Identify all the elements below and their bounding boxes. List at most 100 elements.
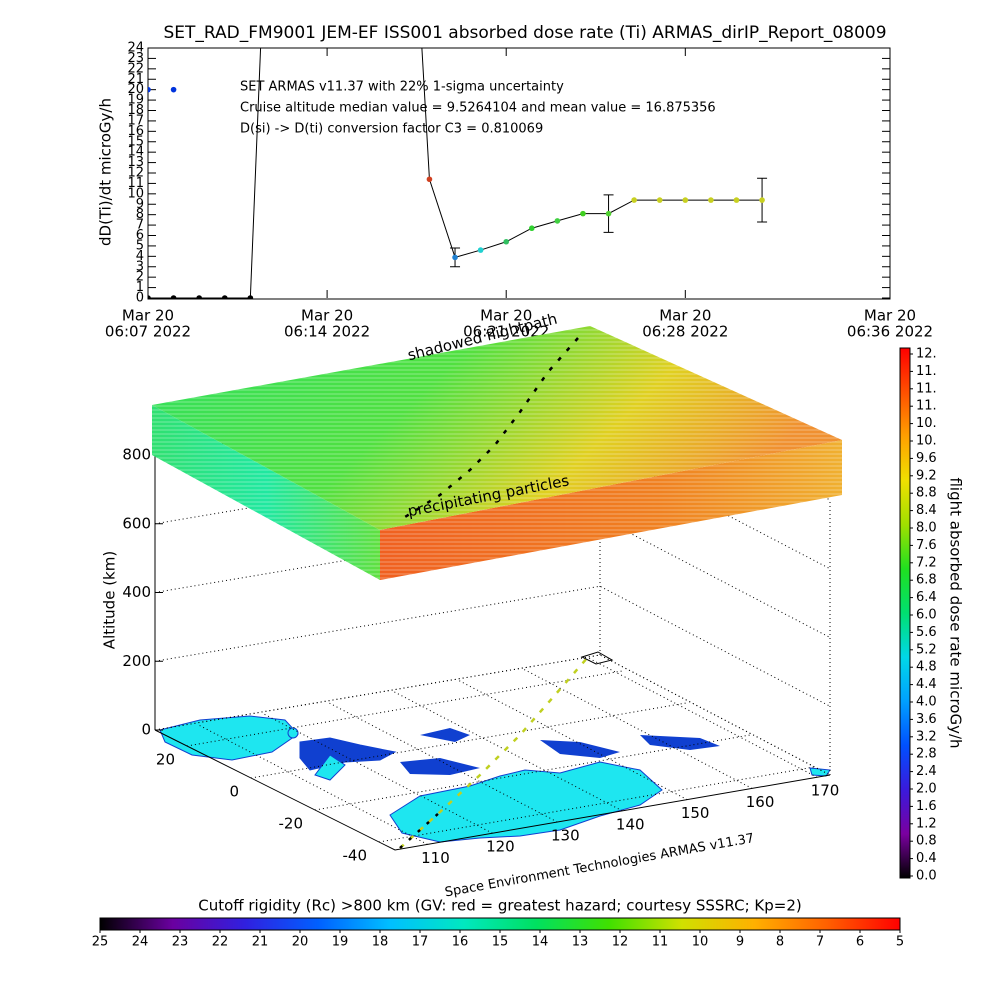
point <box>682 197 689 203</box>
grid-line <box>456 679 688 801</box>
colorbar-tick-label: 11. <box>916 399 937 414</box>
colorbar-tick-label: 5 <box>896 935 904 950</box>
colorbar-tick-label: 7.6 <box>916 538 937 553</box>
grid-line <box>154 516 831 638</box>
y-tick-label: 18 <box>127 103 144 118</box>
colorbar-tick-label: 16 <box>452 935 469 950</box>
lon-tick-label: 110 <box>421 849 450 867</box>
colorbar-tick-label: 23 <box>172 935 189 950</box>
z-axis-label: Altitude (km) <box>101 551 119 649</box>
z-tick-label: 400 <box>122 583 151 601</box>
point <box>708 197 714 203</box>
x-tick-label: Mar 20 <box>659 307 711 325</box>
point <box>528 225 535 232</box>
colorbar-tick-label: 4.8 <box>916 660 937 675</box>
lon-tick-label: 140 <box>616 815 645 833</box>
x-tick-label: 06:07 2022 <box>105 323 191 341</box>
colorbar-tick-label: 4.0 <box>916 695 937 710</box>
y-tick-label: 15 <box>127 134 144 149</box>
colorbar-tick-label: 8.4 <box>916 503 937 518</box>
colorbar-tick-label: 0.0 <box>916 869 937 884</box>
land <box>299 737 397 771</box>
y-tick-label: 24 <box>127 41 144 56</box>
land <box>314 754 346 781</box>
grid-line <box>521 667 753 789</box>
point <box>580 210 586 217</box>
colorbar-tick-label: 17 <box>412 935 429 950</box>
x-tick-label: Mar 20 <box>864 307 916 325</box>
chart-title: SET_RAD_FM9001 JEM-EF ISS001 absorbed do… <box>163 23 886 43</box>
grid-line <box>186 670 623 747</box>
point <box>170 86 177 93</box>
flight-path <box>399 651 614 849</box>
particle-layer: shadowed flightpath precipitating partic… <box>152 310 842 580</box>
plot-area <box>148 48 768 299</box>
land <box>420 728 470 742</box>
land <box>640 735 720 750</box>
colorbar-tick-label: 22 <box>212 935 229 950</box>
y-tick-label: 10 <box>127 186 144 201</box>
point <box>196 295 202 299</box>
flight-path-line <box>399 811 441 849</box>
point <box>170 295 177 299</box>
grid-line <box>197 723 428 845</box>
line-chart: 0123456789101112131415161718192021222324… <box>105 41 933 341</box>
colorbar-tick-label: 1.2 <box>916 816 937 831</box>
y-tick-label: 1 <box>136 280 144 295</box>
floor-plane <box>155 655 830 850</box>
z-tick-label: 200 <box>122 652 151 670</box>
grid-line <box>154 585 831 707</box>
colorbar-tick-label: 14 <box>532 935 549 950</box>
land <box>287 727 299 739</box>
y-tick-label: 0 <box>136 291 144 306</box>
point <box>477 247 484 253</box>
point <box>148 86 151 93</box>
point <box>554 218 561 224</box>
colorbar-tick-label: 0.8 <box>916 834 937 849</box>
annotation: SET ARMAS v11.37 with 22% 1-sigma uncert… <box>240 80 564 95</box>
colorbar <box>899 347 911 879</box>
point <box>656 197 663 203</box>
y-tick-label: 23 <box>127 51 144 66</box>
colorbar-tick-label: 3.2 <box>916 729 937 744</box>
x-tick-label: 06:28 2022 <box>642 323 728 341</box>
colorbar-tick-label: 2.8 <box>916 747 937 762</box>
colorbar-tick-label: 6 <box>856 935 864 950</box>
colorbar-tick-label: 12 <box>612 935 629 950</box>
colorbar-tick-label: 25 <box>92 935 109 950</box>
x-tick-label: 06:21 2022 <box>463 323 549 341</box>
floor <box>155 655 831 850</box>
annotation: Cruise altitude median value = 9.5264104… <box>240 101 716 116</box>
point <box>631 197 637 203</box>
colorbar-tick-label: 11. <box>916 381 937 396</box>
colorbar-tick-label: 21 <box>252 935 269 950</box>
grid-line <box>250 702 687 779</box>
colorbar-tick-label: 13 <box>572 935 589 950</box>
y-tick-label: 11 <box>127 176 144 191</box>
shadow-path <box>404 337 579 519</box>
point <box>733 197 740 203</box>
x-tick-label: Mar 20 <box>122 307 174 325</box>
y-tick-label: 6 <box>136 228 144 243</box>
y-tick-label: 9 <box>136 197 144 212</box>
x-tick-label: 06:14 2022 <box>284 323 370 341</box>
annotation: D(si) -> D(ti) conversion factor C3 = 0.… <box>240 122 543 137</box>
colorbar-tick-label: 10. <box>916 434 937 449</box>
lat-tick-label: -40 <box>343 847 368 865</box>
grid-line <box>154 654 831 776</box>
colorbar-tick-label: 9.2 <box>916 468 937 483</box>
colorbar-tick-label: 6.4 <box>916 590 937 605</box>
point <box>452 254 458 261</box>
colorbar-tick-label: 9 <box>736 935 744 950</box>
colorbar-title: Cutoff rigidity (Rc) >800 km (GV: red = … <box>198 897 801 915</box>
z-tick-label: 800 <box>122 446 151 464</box>
colorbar-tick-label: 0.4 <box>916 851 937 866</box>
flight-path-end <box>580 651 614 665</box>
x-tick-label: 06:36 2022 <box>847 323 933 341</box>
y-tick-label: 20 <box>127 82 144 97</box>
grid-line <box>586 656 818 778</box>
lon-tick-label: 150 <box>681 804 710 822</box>
colorbar-tick-label: 5.2 <box>916 642 937 657</box>
grid-line <box>392 690 623 812</box>
colorbar-tick-label: 8.0 <box>916 521 937 536</box>
